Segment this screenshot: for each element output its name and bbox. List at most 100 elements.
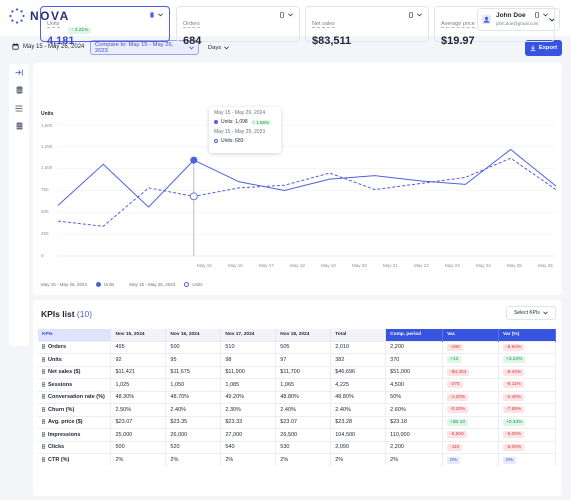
chevron-down-icon[interactable]: [417, 13, 422, 17]
table-cell: 370: [385, 353, 444, 366]
drag-handle-icon[interactable]: [42, 369, 45, 375]
drag-handle-icon[interactable]: [42, 344, 45, 350]
calendar-icon: [12, 43, 19, 50]
table-cell: 500: [110, 440, 167, 454]
database-icon[interactable]: [14, 85, 24, 95]
table-cell: 495: [110, 340, 167, 354]
table-cell: 95: [165, 353, 222, 366]
variance-cell: -110: [442, 440, 500, 454]
current-hover-point[interactable]: [190, 156, 198, 164]
select-kpis-dropdown[interactable]: Select KPIs: [506, 306, 556, 320]
collapse-sidebar-icon[interactable]: [14, 67, 24, 77]
kpi-card-units[interactable]: Units 4,181 ↑ 3.21%: [40, 6, 170, 47]
compare-period-button[interactable]: Compare to: May 15 - May 26, 2023: [90, 40, 199, 55]
kpi-label: Units: [47, 21, 60, 28]
comparison-series-line[interactable]: [57, 157, 557, 227]
column-header[interactable]: Nov 15, 2024: [110, 329, 167, 341]
table-cell: $51,000: [385, 365, 444, 379]
table-cell: 2%: [330, 453, 387, 466]
granularity-dropdown[interactable]: Days: [204, 40, 231, 55]
table-cell: 505: [275, 340, 332, 354]
table-cell: $23.07: [275, 415, 332, 429]
variance-cell: +$0.10: [442, 415, 500, 429]
table-cell: 48.80%: [330, 390, 387, 404]
table-cell: $23.07: [110, 415, 167, 429]
kpi-name-cell: Clicks: [38, 440, 112, 454]
table-row[interactable]: Impressions 25,000 26,000 27,000 26,500 104,5…: [38, 428, 556, 441]
table-cell: 2%: [275, 453, 332, 466]
chart-title: Units: [41, 111, 54, 117]
table-row[interactable]: CTR (%) 2% 2% 2% 2% 2% 2% 0% 0%: [38, 453, 556, 466]
drag-handle-icon[interactable]: [42, 419, 45, 425]
table-row[interactable]: Conversation rate (%) 48.30% 48.70% 49.20% 4…: [38, 390, 556, 404]
variance-pill: -$4,304: [447, 368, 470, 376]
mobile-icon[interactable]: [150, 12, 154, 18]
table-cell: 2,090: [330, 440, 387, 454]
chevron-down-icon[interactable]: [288, 13, 293, 17]
column-header[interactable]: KPIs: [38, 329, 112, 341]
column-header[interactable]: Var (%): [498, 329, 556, 341]
tooltip-current-range: May 15 - May 26, 2024: [214, 110, 266, 116]
current-series-line[interactable]: [57, 148, 557, 208]
mobile-icon[interactable]: [280, 12, 284, 18]
variance-cell: -275: [442, 378, 500, 391]
table-row[interactable]: Avg. price ($) $23.07 $23.35 $23.33 $23.07 $2…: [38, 415, 556, 429]
export-button[interactable]: Export: [525, 40, 562, 56]
chevron-down-icon[interactable]: [158, 13, 163, 17]
kpi-label: Average price: [441, 21, 475, 28]
x-tick-label: May 16: [228, 263, 243, 268]
export-label: Export: [538, 45, 558, 51]
mobile-icon[interactable]: [409, 12, 413, 18]
drag-handle-icon[interactable]: [42, 381, 45, 387]
variance-percent-cell: -8.44%: [498, 365, 556, 379]
user-menu[interactable]: John Doe john.doe@gmail.com: [477, 8, 560, 31]
kpi-card-orders[interactable]: Orders 684: [176, 6, 300, 47]
column-header[interactable]: Nov 18, 2024: [275, 329, 332, 341]
column-header[interactable]: Nov 16, 2024: [165, 329, 222, 341]
units-line-chart[interactable]: [0, 0, 571, 300]
variance-percent-pill: -8.44%: [503, 368, 525, 376]
tooltip-current-value: Units: 1,098: [221, 119, 248, 125]
table-cell: $23.35: [165, 415, 222, 429]
kpi-card-average-price[interactable]: Average price $19.97: [434, 6, 555, 47]
table-row[interactable]: Net sales ($) $11,421 $11,675 $11,900 $11,70…: [38, 365, 556, 379]
app-logo[interactable]: NOVA: [9, 8, 70, 24]
kpi-value: $19.97: [441, 35, 475, 47]
comparison-hover-point[interactable]: [189, 192, 198, 201]
drag-handle-icon[interactable]: [42, 406, 45, 412]
table-cell: $23.33: [220, 415, 277, 429]
user-email: john.doe@gmail.com: [496, 20, 539, 26]
table-cell: 48.80%: [275, 390, 332, 404]
kpi-label: Net sales: [312, 21, 335, 28]
table-cell: 4,225: [330, 378, 387, 391]
kpi-card-net-sales[interactable]: Net sales $83,511: [305, 6, 429, 47]
drag-handle-icon[interactable]: [42, 431, 45, 437]
table-cell: $11,700: [275, 365, 332, 379]
column-header[interactable]: Var.: [442, 329, 500, 341]
drag-handle-icon[interactable]: [42, 394, 45, 400]
column-header[interactable]: Total: [330, 329, 387, 341]
table-row[interactable]: Units 92 95 98 97 382 370 +12 +3.24%: [38, 353, 556, 366]
chevron-down-icon[interactable]: [543, 13, 548, 17]
mobile-icon[interactable]: [535, 12, 539, 18]
table-row[interactable]: Churn (%) 2.50% 2.40% 2.30% 2.40% 2.40% 2.60% -…: [38, 403, 556, 416]
table-row[interactable]: Orders 495 500 510 505 2,010 2,200 -190 -8.64%: [38, 340, 556, 354]
variance-pill: +12: [447, 356, 462, 364]
table-row[interactable]: Clicks 500 520 540 530 2,090 2,200 -110 -5.00%: [38, 440, 556, 454]
column-header[interactable]: Comp. period: [385, 329, 444, 341]
table-cell: 2%: [220, 453, 277, 466]
storage-icon[interactable]: [14, 121, 24, 131]
drag-handle-icon[interactable]: [42, 444, 45, 450]
tooltip-previous-value: Units: 683: [221, 138, 244, 144]
column-header[interactable]: Nov 17, 2024: [220, 329, 277, 341]
variance-pill: -110: [447, 443, 463, 451]
granularity-label: Days: [208, 44, 222, 51]
x-tick-label: May 15: [197, 263, 212, 268]
date-range-picker[interactable]: May 15 - May 26, 2024: [12, 43, 84, 50]
drag-handle-icon[interactable]: [42, 356, 45, 362]
tooltip-hollow-marker: [214, 139, 218, 143]
drag-handle-icon[interactable]: [42, 457, 45, 463]
table-row[interactable]: Sessions 1,025 1,050 1,085 1,065 4,225 4,500 -2…: [38, 378, 556, 391]
table-cell: 26,500: [275, 428, 332, 441]
table-icon[interactable]: [14, 103, 24, 113]
